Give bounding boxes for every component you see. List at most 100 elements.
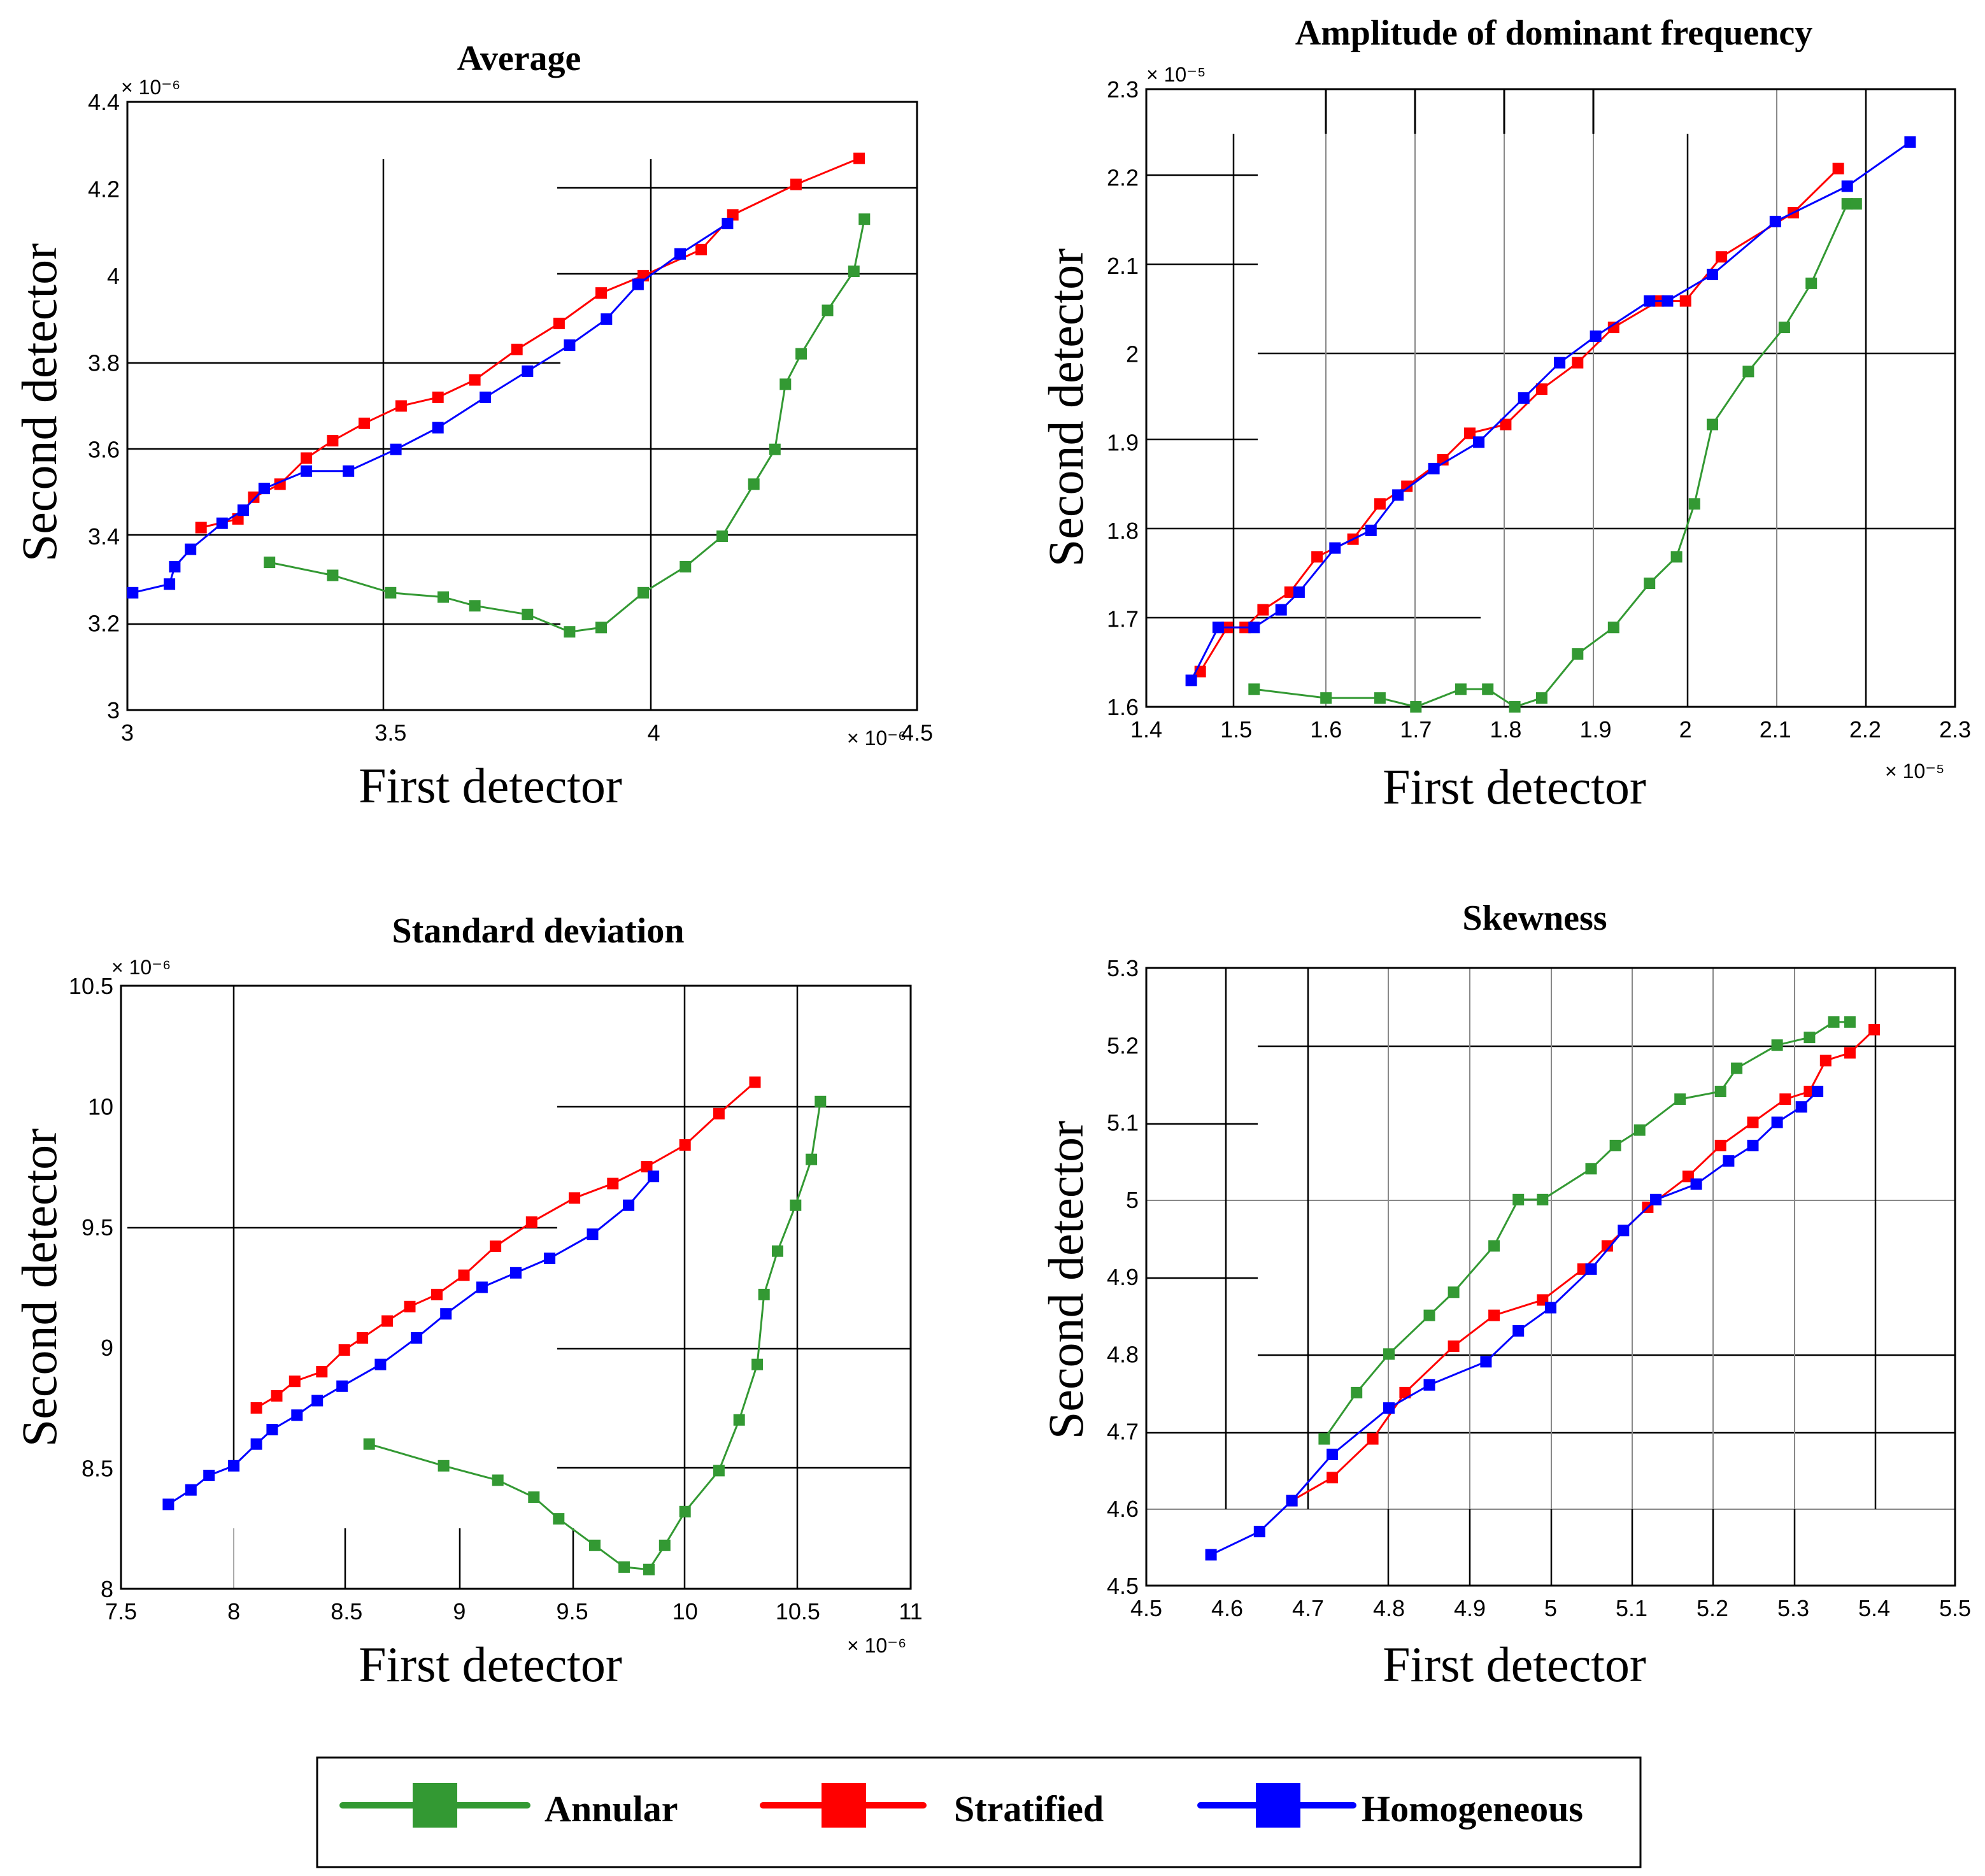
data-point-annular xyxy=(385,586,397,599)
data-point-annular xyxy=(1707,418,1718,430)
x-tick-label: 5 xyxy=(1544,1595,1557,1621)
data-point-homogeneous xyxy=(169,560,181,572)
panel-amplitude: Amplitude of dominant frequency × 10⁻⁵ ×… xyxy=(1038,13,1971,814)
data-point-homogeneous xyxy=(1707,269,1718,280)
data-point-stratified xyxy=(679,1139,691,1151)
x-tick-label: 8.5 xyxy=(331,1598,362,1624)
data-point-stratified xyxy=(288,1375,301,1388)
data-point-stratified xyxy=(1488,1309,1500,1321)
x-axis-label: First detector xyxy=(1383,759,1646,814)
data-point-stratified xyxy=(316,1366,328,1378)
data-point-annular xyxy=(815,1095,827,1107)
x-tick-label: 1.4 xyxy=(1130,716,1162,743)
data-point-homogeneous xyxy=(1554,357,1566,369)
data-point-annular xyxy=(264,557,276,569)
data-point-stratified xyxy=(248,491,260,503)
data-point-stratified xyxy=(553,317,565,329)
data-point-stratified xyxy=(727,209,739,221)
x-tick-label: 5.2 xyxy=(1697,1595,1728,1621)
x-tick-label: 9 xyxy=(453,1598,466,1624)
y-tick-label: 9.5 xyxy=(82,1214,113,1240)
data-point-stratified xyxy=(1374,498,1386,510)
data-point-annular xyxy=(564,626,576,638)
data-point-homogeneous xyxy=(522,365,534,377)
data-point-annular xyxy=(1509,701,1521,713)
data-point-stratified xyxy=(1311,551,1323,563)
data-point-homogeneous xyxy=(476,1281,488,1293)
y-exponent: × 10⁻⁵ xyxy=(1146,63,1206,86)
data-point-annular xyxy=(1828,1016,1840,1028)
data-point-stratified xyxy=(713,1107,725,1119)
data-point-annular xyxy=(1688,498,1700,510)
y-tick-label: 4.9 xyxy=(1107,1264,1139,1290)
y-tick-label: 4.7 xyxy=(1107,1419,1139,1445)
y-tick-label: 3.6 xyxy=(88,437,120,463)
data-point-annular xyxy=(363,1438,375,1450)
data-point-stratified xyxy=(1257,604,1269,616)
data-point-annular xyxy=(1374,692,1386,704)
y-tick-label: 3.8 xyxy=(88,350,120,376)
series-line-annular xyxy=(269,218,865,633)
data-point-stratified xyxy=(1607,322,1619,334)
legend-box xyxy=(316,1756,1642,1868)
y-tick-label: 9 xyxy=(101,1335,113,1361)
data-point-stratified xyxy=(1601,1240,1613,1252)
data-point-annular xyxy=(438,591,449,603)
data-point-annular xyxy=(1844,1016,1856,1028)
y-tick-label: 1.8 xyxy=(1107,518,1139,544)
data-point-homogeneous xyxy=(1747,1139,1759,1151)
data-point-homogeneous xyxy=(336,1380,348,1392)
data-point-stratified xyxy=(695,243,708,255)
y-tick-label: 4.8 xyxy=(1107,1341,1139,1367)
data-point-stratified xyxy=(1844,1047,1856,1059)
x-tick-label: 1.9 xyxy=(1580,716,1612,743)
data-point-homogeneous xyxy=(228,1460,240,1472)
data-point-annular xyxy=(1609,1139,1621,1151)
panel-standard-deviation: Standard deviation × 10⁻⁶ × 10⁻⁶ First d… xyxy=(11,911,923,1692)
data-point-annular xyxy=(790,1199,802,1211)
y-tick-label: 3 xyxy=(107,697,120,723)
x-tick-label: 2.2 xyxy=(1849,716,1881,743)
data-point-stratified xyxy=(359,417,370,429)
plot-frame xyxy=(1145,967,1956,1587)
data-point-homogeneous xyxy=(480,391,492,403)
data-point-homogeneous xyxy=(203,1470,215,1481)
y-tick-label: 5.2 xyxy=(1107,1032,1139,1058)
data-point-homogeneous xyxy=(601,313,613,325)
data-point-annular xyxy=(1714,1086,1726,1097)
data-point-homogeneous xyxy=(237,504,249,516)
data-point-homogeneous xyxy=(1383,1402,1395,1414)
legend: Annular Stratified Homogeneous xyxy=(316,1756,1642,1868)
x-tick-label: 1.5 xyxy=(1220,716,1252,743)
y-ticks: 1.6 1.7 1.8 1.9 2 2.1 2.2 2.3 xyxy=(1107,76,1139,720)
x-tick-label: 2.1 xyxy=(1760,716,1791,743)
data-point-annular xyxy=(1670,551,1683,563)
data-point-stratified xyxy=(607,1177,619,1190)
grid-amplitude xyxy=(1146,89,1955,707)
x-ticks: 7.5 8 8.5 9 9.5 10 10.5 11 xyxy=(105,1598,923,1624)
x-tick-label: 1.8 xyxy=(1490,716,1521,743)
data-point-annular xyxy=(637,586,650,599)
data-point-stratified xyxy=(790,178,802,190)
data-point-stratified xyxy=(1832,162,1844,174)
x-exponent: × 10⁻⁵ xyxy=(1885,760,1944,783)
data-point-homogeneous xyxy=(632,278,644,290)
data-point-homogeneous xyxy=(1545,1302,1556,1314)
data-point-homogeneous xyxy=(1512,1325,1525,1337)
data-point-annular xyxy=(1850,198,1862,210)
data-point-stratified xyxy=(271,1390,283,1402)
plot-frame xyxy=(120,984,912,1590)
data-point-homogeneous xyxy=(1723,1155,1735,1167)
data-point-stratified xyxy=(853,152,865,164)
x-axis-label: First detector xyxy=(359,758,622,813)
data-point-stratified xyxy=(569,1192,581,1204)
data-point-stratified xyxy=(1572,357,1584,369)
x-tick-label: 2 xyxy=(1679,716,1692,743)
chart-title: Skewness xyxy=(1462,899,1607,938)
data-point-stratified xyxy=(641,1161,653,1173)
x-tick-label: 3 xyxy=(121,720,134,746)
chart-title: Standard deviation xyxy=(392,911,685,951)
y-tick-label: 4.2 xyxy=(88,176,120,202)
data-point-annular xyxy=(643,1563,655,1575)
data-point-homogeneous xyxy=(1518,392,1530,404)
